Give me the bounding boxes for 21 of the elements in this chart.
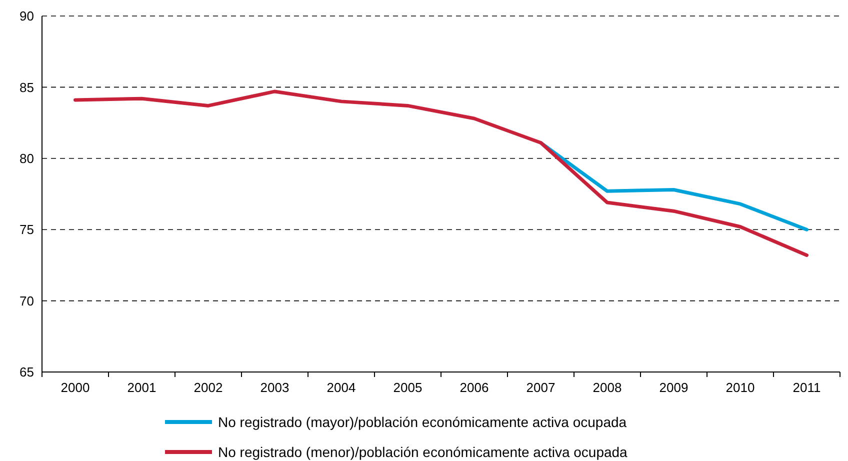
x-tick-label: 2010 bbox=[726, 380, 755, 395]
x-tick-label: 2009 bbox=[659, 380, 688, 395]
x-tick-label: 2007 bbox=[526, 380, 556, 395]
x-tick-label: 2005 bbox=[393, 380, 422, 395]
legend-label: No registrado (menor)/población económicamente activa ocupada bbox=[218, 444, 628, 460]
y-tick-label: 75 bbox=[20, 222, 34, 238]
y-tick-label: 80 bbox=[20, 150, 34, 166]
x-tick-label: 2001 bbox=[127, 380, 156, 395]
legend-label: No registrado (mayor)/población económicamente activa ocupada bbox=[218, 414, 627, 430]
y-tick-label: 65 bbox=[20, 364, 34, 380]
x-tick-label: 2006 bbox=[460, 380, 489, 395]
x-tick-label: 2004 bbox=[326, 380, 356, 395]
y-tick-label: 85 bbox=[20, 80, 34, 95]
x-tick-label: 2002 bbox=[194, 380, 223, 395]
x-tick-label: 2000 bbox=[60, 380, 90, 395]
y-tick-label: 70 bbox=[20, 293, 34, 308]
y-tick-label: 90 bbox=[20, 8, 34, 24]
x-tick-label: 2011 bbox=[792, 380, 821, 395]
x-tick-label: 2003 bbox=[260, 380, 290, 395]
line-series bbox=[74, 90, 808, 257]
x-tick-label: 2008 bbox=[592, 380, 622, 395]
